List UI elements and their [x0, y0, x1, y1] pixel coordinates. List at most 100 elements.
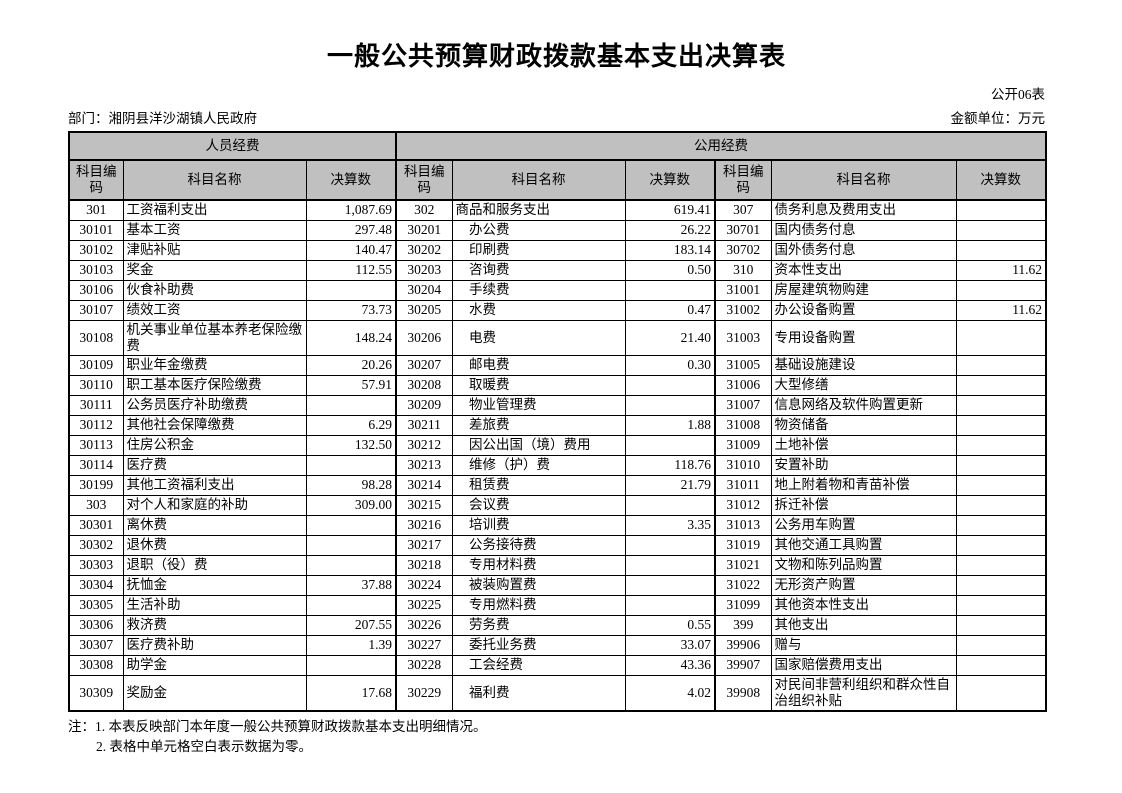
cell-name: 离休费: [122, 514, 307, 536]
cell-code: 30303: [68, 554, 124, 576]
cell-code: 30307: [68, 634, 124, 656]
cell-code: 31002: [714, 299, 772, 321]
cell-name: 物资储备: [770, 414, 957, 436]
cell-value: [955, 354, 1047, 376]
cell-name: 培训费: [451, 514, 626, 536]
cell-code: 31013: [714, 514, 772, 536]
cell-value: [955, 279, 1047, 301]
cell-name: 其他资本性支出: [770, 594, 957, 616]
cell-value: [955, 374, 1047, 396]
cell-name: 邮电费: [451, 354, 626, 376]
cell-name: 医疗费补助: [122, 634, 307, 656]
table-row: 30108 机关事业单位基本养老保险缴费 148.24 30206 电费 21.40 31…: [68, 319, 1047, 356]
cell-value: 37.88: [305, 574, 397, 596]
cell-value: 43.36: [624, 654, 716, 676]
cell-value: [305, 279, 397, 301]
cell-value: 148.24: [305, 319, 397, 356]
cell-name: 公务员医疗补助缴费: [122, 394, 307, 416]
col-header-code: 科目编码: [68, 159, 124, 201]
cell-code: 30305: [68, 594, 124, 616]
cell-name: 水费: [451, 299, 626, 321]
cell-name: 拆迁补偿: [770, 494, 957, 516]
table-row: 30306 救济费 207.55 30226 劳务费 0.55 399 其他支出: [68, 614, 1047, 636]
cell-code: 31006: [714, 374, 772, 396]
table-row: 30110 职工基本医疗保险缴费 57.91 30208 取暖费 31006 大型修缮: [68, 374, 1047, 396]
cell-value: [305, 514, 397, 536]
cell-code: 30302: [68, 534, 124, 556]
cell-code: 30209: [395, 394, 453, 416]
cell-value: [955, 534, 1047, 556]
cell-name: 印刷费: [451, 239, 626, 261]
cell-code: 39908: [714, 674, 772, 711]
table-row: 30302 退休费 30217 公务接待费 31019 其他交通工具购置: [68, 534, 1047, 556]
cell-name: 公务接待费: [451, 534, 626, 556]
table-row: 30111 公务员医疗补助缴费 30209 物业管理费 31007 信息网络及软件购置更…: [68, 394, 1047, 416]
cell-value: 11.62: [955, 299, 1047, 321]
cell-name: 国内债务付息: [770, 219, 957, 241]
cell-code: 31009: [714, 434, 772, 456]
table-row: 30305 生活补助 30225 专用燃料费 31099 其他资本性支出: [68, 594, 1047, 616]
cell-value: [955, 454, 1047, 476]
department-label: 部门：湘阴县洋沙湖镇人民政府: [68, 111, 257, 126]
cell-name: 国外债务付息: [770, 239, 957, 261]
table-row: 30309 奖励金 17.68 30229 福利费 4.02 39908 对民间非营利组织和…: [68, 674, 1047, 711]
cell-value: 0.50: [624, 259, 716, 281]
cell-name: 住房公积金: [122, 434, 307, 456]
cell-value: 21.40: [624, 319, 716, 356]
cell-value: 20.26: [305, 354, 397, 376]
cell-code: 30103: [68, 259, 124, 281]
cell-code: 31003: [714, 319, 772, 356]
table-row: 30109 职业年金缴费 20.26 30207 邮电费 0.30 31005 基础设施建设: [68, 354, 1047, 376]
cell-value: [305, 594, 397, 616]
cell-name: 债务利息及费用支出: [770, 199, 957, 221]
cell-name: 其他交通工具购置: [770, 534, 957, 556]
cell-name: 基本工资: [122, 219, 307, 241]
cell-value: [624, 434, 716, 456]
col-header-name: 科目名称: [770, 159, 957, 201]
cell-value: [955, 319, 1047, 356]
cell-value: 140.47: [305, 239, 397, 261]
cell-code: 399: [714, 614, 772, 636]
table-row: 30107 绩效工资 73.73 30205 水费 0.47 31002 办公设备购置 11.…: [68, 299, 1047, 321]
cell-value: 297.48: [305, 219, 397, 241]
unit-label: 金额单位：万元: [950, 111, 1046, 126]
cell-code: 30102: [68, 239, 124, 261]
col-header-name: 科目名称: [122, 159, 307, 201]
cell-name: 医疗费: [122, 454, 307, 476]
cell-name: 抚恤金: [122, 574, 307, 596]
cell-code: 31001: [714, 279, 772, 301]
cell-name: 津贴补贴: [122, 239, 307, 261]
cell-value: [624, 494, 716, 516]
cell-value: 112.55: [305, 259, 397, 281]
cell-value: [624, 394, 716, 416]
cell-name: 无形资产购置: [770, 574, 957, 596]
cell-name: 生活补助: [122, 594, 307, 616]
cell-name: 对个人和家庭的补助: [122, 494, 307, 516]
col-header-amount: 决算数: [955, 159, 1047, 201]
col-header-code: 科目编码: [395, 159, 453, 201]
cell-code: 31007: [714, 394, 772, 416]
cell-name: 国家赔偿费用支出: [770, 654, 957, 676]
cell-value: [624, 594, 716, 616]
cell-name: 其他支出: [770, 614, 957, 636]
cell-value: 4.02: [624, 674, 716, 711]
table-body: 301 工资福利支出 1,087.69 302 商品和服务支出 619.41 307 债务利息…: [68, 199, 1047, 711]
cell-code: 30201: [395, 219, 453, 241]
cell-code: 30214: [395, 474, 453, 496]
table-row: 30101 基本工资 297.48 30201 办公费 26.22 30701 国内债务付息: [68, 219, 1047, 241]
cell-name: 资本性支出: [770, 259, 957, 281]
cell-value: [955, 574, 1047, 596]
cell-code: 31011: [714, 474, 772, 496]
table-row: 301 工资福利支出 1,087.69 302 商品和服务支出 619.41 307 债务利息…: [68, 199, 1047, 221]
cell-code: 30207: [395, 354, 453, 376]
cell-name: 职工基本医疗保险缴费: [122, 374, 307, 396]
group-header-public: 公用经费: [395, 131, 1047, 161]
cell-code: 310: [714, 259, 772, 281]
table-row: 30307 医疗费补助 1.39 30227 委托业务费 33.07 39906 赠与: [68, 634, 1047, 656]
cell-code: 30213: [395, 454, 453, 476]
table-row: 30301 离休费 30216 培训费 3.35 31013 公务用车购置: [68, 514, 1047, 536]
cell-code: 30226: [395, 614, 453, 636]
page-title: 一般公共预算财政拨款基本支出决算表: [326, 42, 786, 71]
cell-code: 31012: [714, 494, 772, 516]
